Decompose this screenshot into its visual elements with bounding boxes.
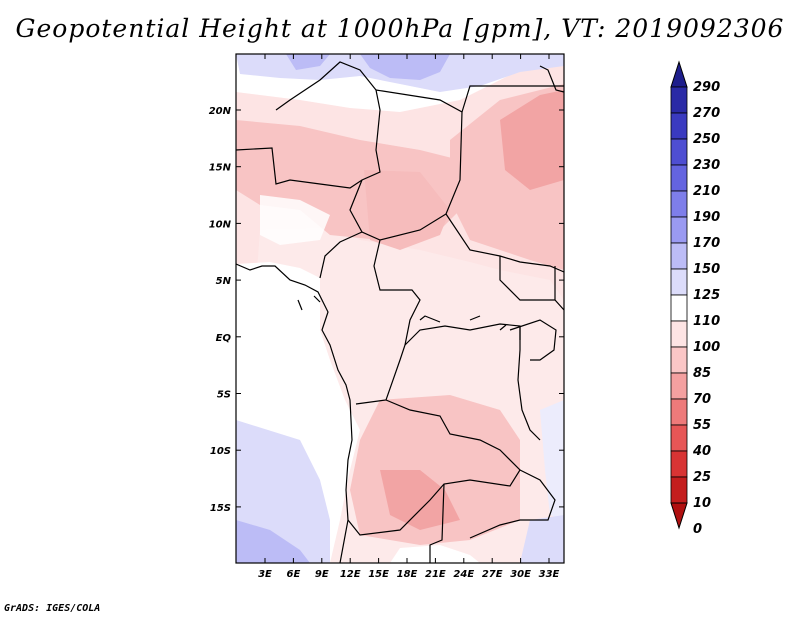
colorbar-level-label: 110: [693, 314, 720, 329]
lat-tick-label: 5N: [216, 276, 232, 287]
colorbar-swatch: [670, 268, 688, 296]
colorbar-swatch: [670, 398, 688, 426]
lon-tick-label: 18E: [397, 569, 418, 580]
colorbar-level-label: 170: [693, 236, 720, 251]
colorbar-level-label: 250: [693, 132, 720, 147]
colorbar-swatch: [670, 164, 688, 192]
colorbar-level-label: 85: [693, 366, 711, 381]
colorbar-level-label: 40: [692, 444, 711, 459]
colorbar-level-label: 290: [693, 80, 720, 95]
colorbar-swatch: [670, 450, 688, 478]
colorbar-level-label: 150: [693, 262, 720, 277]
shaded-field: [236, 54, 564, 563]
map-title: Geopotential Height at 1000hPa [gpm], VT…: [15, 14, 785, 43]
colorbar-level-label: 25: [693, 470, 711, 485]
colorbar-swatch: [670, 190, 688, 218]
colorbar-swatch: [670, 320, 688, 348]
colorbar-level-label: 10: [693, 496, 711, 511]
lat-tick-label: 15S: [210, 503, 231, 514]
colorbar-swatch: [670, 86, 688, 114]
lon-tick-label: 6E: [287, 569, 301, 580]
lat-tick-label: 10S: [210, 446, 231, 457]
coastlines-and-borders: [236, 61, 564, 563]
lat-tick-label: 5S: [217, 390, 231, 401]
colorbar-level-label: 0: [693, 522, 702, 537]
map-frame: [235, 53, 565, 564]
colorbar-bottom-arrow: [670, 502, 688, 530]
longitude-axis: 3E 6E 9E 12E 15E 18E 21E 24E 27E 30E 33E: [258, 54, 560, 580]
footer-credit: GrADS: IGES/COLA: [4, 603, 101, 614]
colorbar-level-label: 100: [693, 340, 720, 355]
colorbar-level-label: 270: [693, 106, 720, 121]
colorbar-top-arrow: [670, 60, 688, 88]
colorbar-swatch: [670, 138, 688, 166]
lon-tick-label: 12E: [340, 569, 361, 580]
colorbar-swatch: [670, 476, 688, 504]
lat-tick-label: EQ: [216, 333, 232, 344]
colorbar-level-label: 125: [693, 288, 720, 303]
colorbar: 2902702502302101901701501251101008570554…: [670, 60, 720, 537]
colorbar-swatch: [670, 372, 688, 400]
lon-tick-label: 33E: [539, 569, 560, 580]
colorbar-swatch: [670, 112, 688, 140]
lon-tick-label: 3E: [258, 569, 272, 580]
colorbar-level-label: 210: [693, 184, 720, 199]
colorbar-level-label: 230: [693, 158, 720, 173]
colorbar-swatch: [670, 424, 688, 452]
colorbar-swatch: [670, 346, 688, 374]
lon-tick-label: 21E: [425, 569, 446, 580]
colorbar-level-label: 55: [693, 418, 711, 433]
colorbar-level-label: 70: [693, 392, 711, 407]
lat-tick-label: 15N: [209, 163, 232, 174]
colorbar-swatch: [670, 242, 688, 270]
latitude-axis: 20N 15N 10N 5N EQ 5S 10S 15S: [209, 106, 564, 514]
colorbar-swatch: [670, 294, 688, 322]
colorbar-level-label: 190: [693, 210, 720, 225]
lon-tick-label: 27E: [482, 569, 503, 580]
lon-tick-label: 9E: [315, 569, 329, 580]
lat-tick-label: 20N: [209, 106, 232, 117]
lon-tick-label: 24E: [453, 569, 474, 580]
lon-tick-label: 30E: [510, 569, 531, 580]
lon-tick-label: 15E: [368, 569, 389, 580]
lat-tick-label: 10N: [209, 219, 232, 230]
colorbar-swatch: [670, 216, 688, 244]
